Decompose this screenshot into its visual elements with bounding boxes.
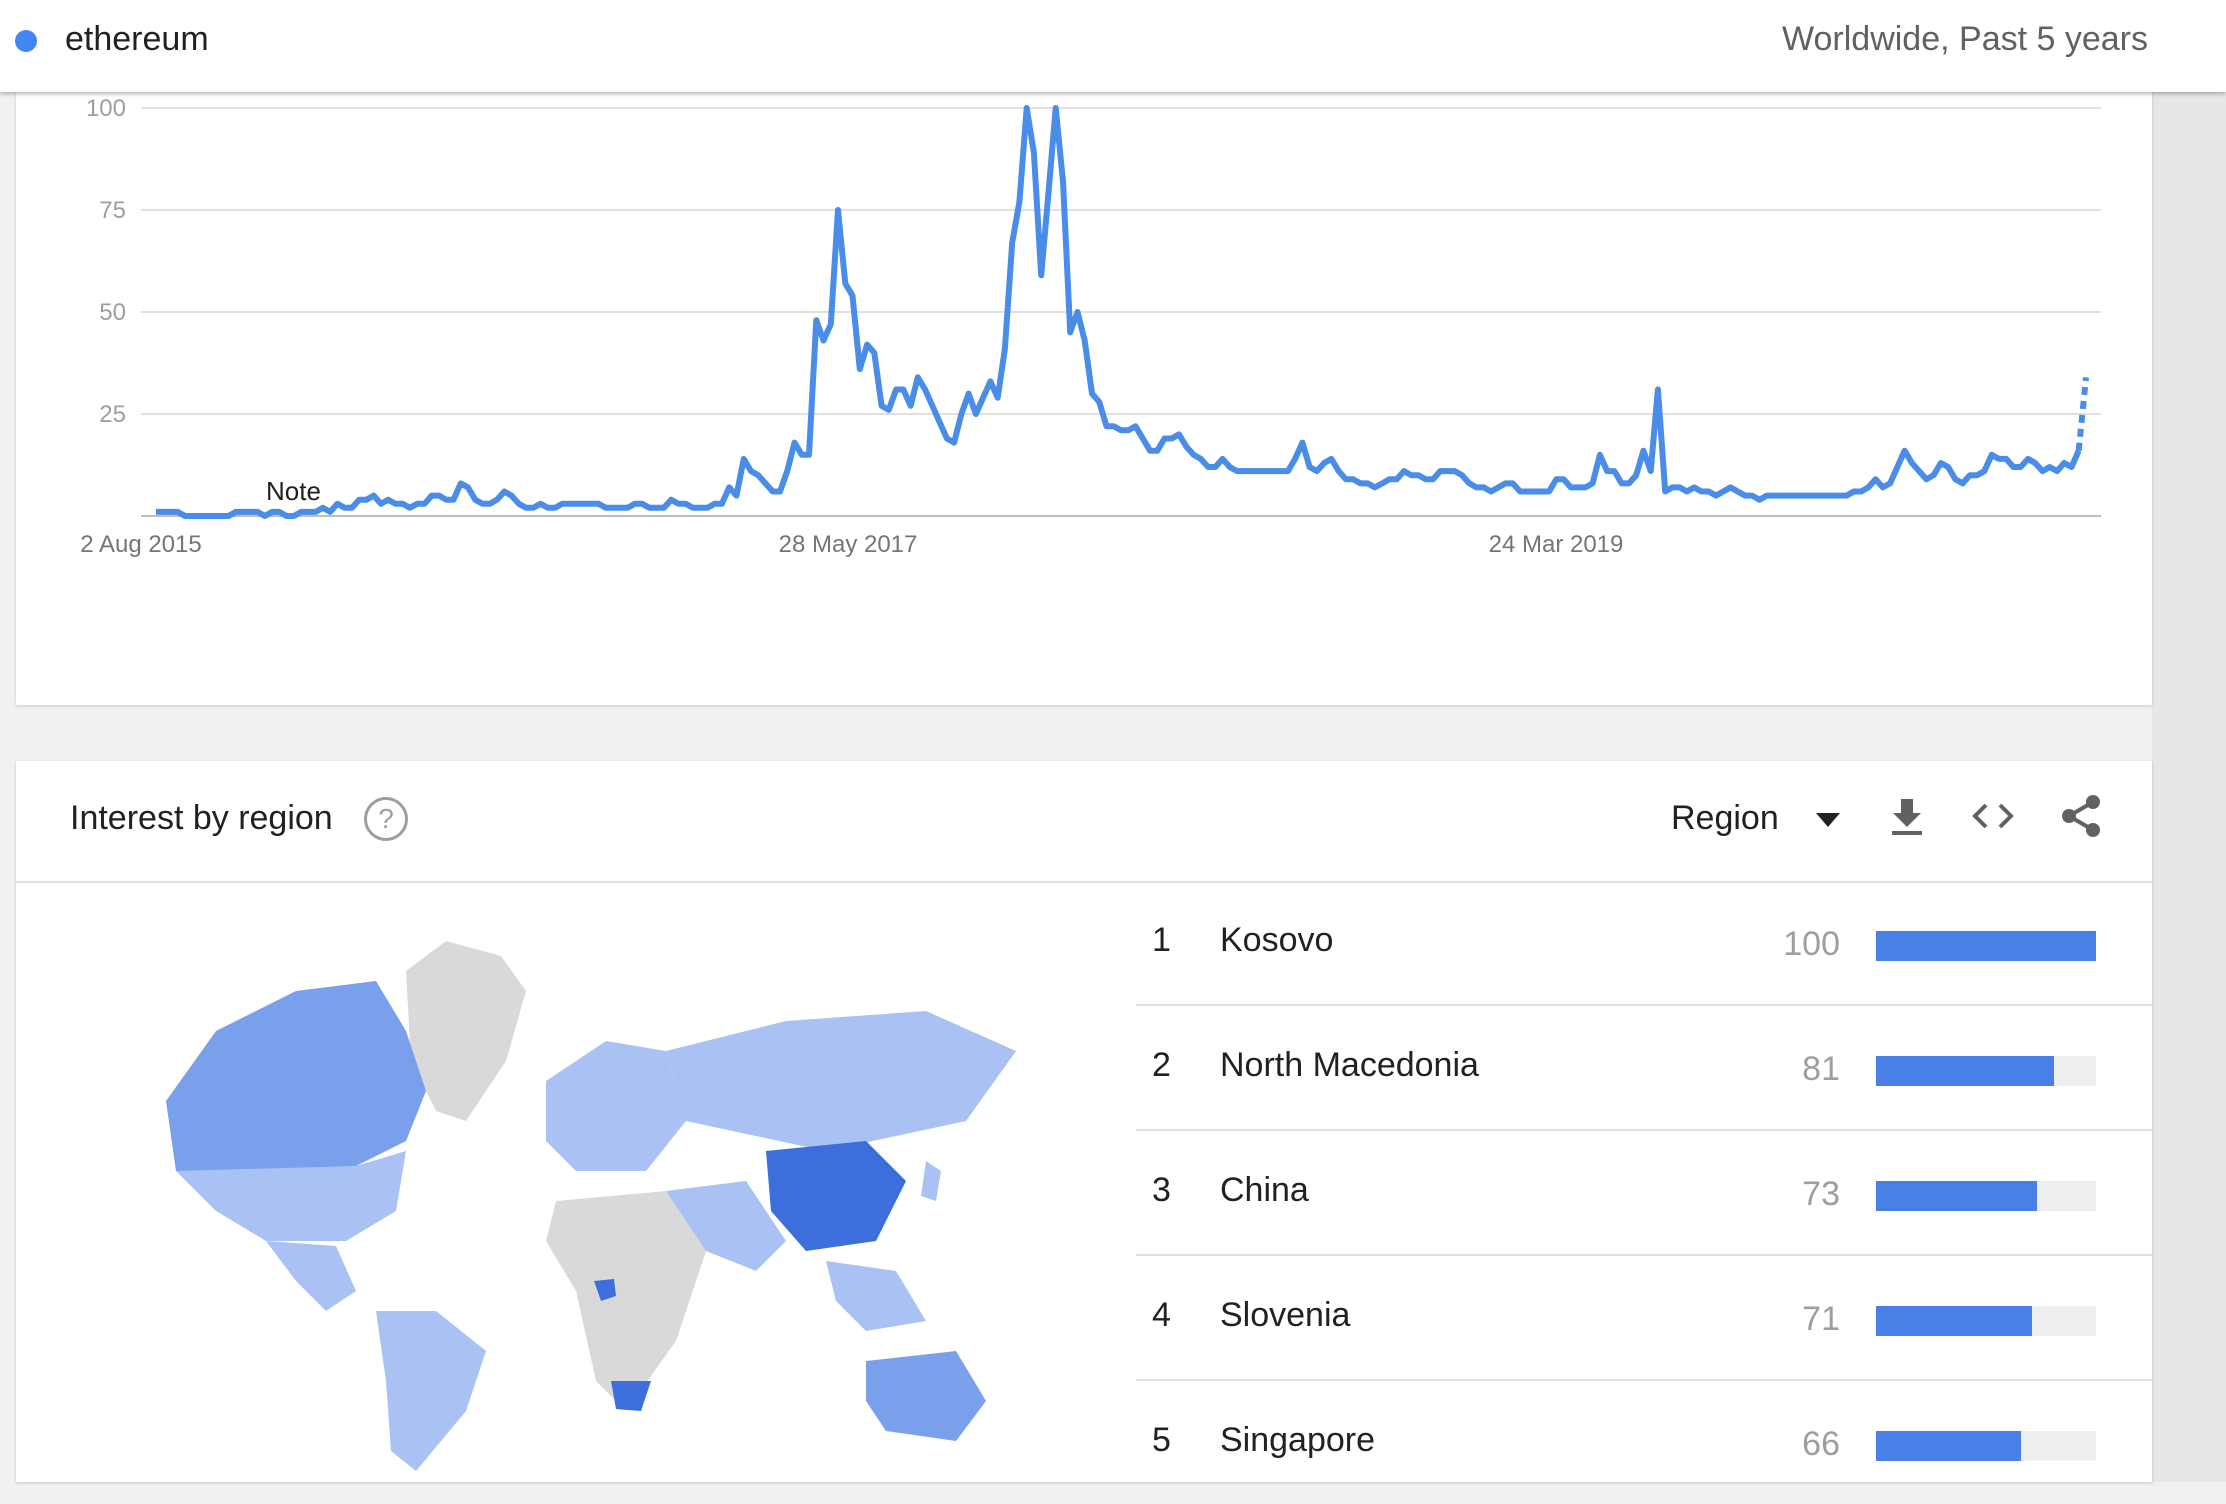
region-rank: 4 (1152, 1296, 1171, 1334)
x-tick-label: 28 May 2017 (779, 531, 918, 558)
map-middle-east (666, 1181, 786, 1271)
map-south-africa (611, 1381, 651, 1411)
y-tick-label: 50 (99, 299, 126, 326)
map-europe (546, 1041, 686, 1171)
region-row[interactable]: 5 Singapore 66 (1136, 1381, 2152, 1504)
region-name[interactable]: China (1220, 1171, 1309, 1209)
x-tick-label: 2 Aug 2015 (80, 531, 201, 558)
search-term[interactable]: ethereum (65, 20, 209, 58)
comparison-header: ethereum Worldwide, Past 5 years (0, 0, 2226, 92)
download-icon[interactable] (1882, 791, 1932, 841)
chart-note-annotation[interactable]: Note (266, 476, 321, 506)
region-bar-track (1876, 1306, 2096, 1336)
region-rank: 3 (1152, 1171, 1171, 1209)
region-bar-track (1876, 1431, 2096, 1461)
series-color-dot (15, 30, 37, 52)
map-central-america (266, 1241, 356, 1311)
map-africa (546, 1191, 706, 1411)
help-icon[interactable]: ? (364, 797, 408, 841)
world-choropleth-map[interactable] (106, 911, 1026, 1482)
region-value: 71 (1802, 1300, 1840, 1338)
region-bar-fill (1876, 1431, 2022, 1461)
region-bar-track (1876, 1181, 2096, 1211)
map-south-america (376, 1311, 486, 1471)
region-name[interactable]: Kosovo (1220, 921, 1334, 959)
region-bar-track (1876, 1056, 2096, 1086)
region-rank: 5 (1152, 1421, 1171, 1459)
trend-line (156, 105, 2082, 519)
region-row[interactable]: 3 China 73 (1136, 1131, 2152, 1256)
interest-over-time-chart: 100 75 50 25 2 Aug 2015 28 May 2017 24 Mar 20… (80, 95, 2101, 558)
region-bar-fill (1876, 931, 2096, 961)
y-tick-label: 75 (99, 197, 126, 224)
region-bar-track (1876, 931, 2096, 961)
map-australia (866, 1351, 986, 1441)
map-china (766, 1141, 906, 1251)
region-row[interactable]: 2 North Macedonia 81 (1136, 1006, 2152, 1131)
share-icon[interactable] (2056, 791, 2106, 841)
trend-line-partial (2075, 377, 2089, 451)
region-rank: 2 (1152, 1046, 1171, 1084)
map-canada (166, 981, 426, 1171)
region-value: 73 (1802, 1175, 1840, 1213)
region-value: 66 (1802, 1425, 1840, 1463)
x-tick-label: 24 Mar 2019 (1489, 531, 1624, 558)
region-value: 100 (1783, 925, 1840, 963)
region-row[interactable]: 1 Kosovo 100 (1136, 881, 2152, 1006)
map-greenland (406, 941, 526, 1121)
region-name[interactable]: Singapore (1220, 1421, 1376, 1459)
region-rank: 1 (1152, 921, 1171, 959)
region-bar-fill (1876, 1306, 2033, 1336)
map-russia (666, 1011, 1016, 1151)
resolution-select[interactable]: Region (1671, 799, 1779, 837)
region-bar-fill (1876, 1181, 2037, 1211)
y-tick-label: 25 (99, 401, 126, 428)
map-southeast-asia (826, 1261, 926, 1331)
interest-by-region-card: Interest by region ? Region (16, 761, 2152, 1482)
y-tick-label: 100 (86, 95, 126, 122)
region-name[interactable]: North Macedonia (1220, 1046, 1479, 1084)
map-usa (176, 1151, 406, 1241)
map-nigeria (594, 1279, 616, 1301)
region-value: 81 (1802, 1050, 1840, 1088)
region-name[interactable]: Slovenia (1220, 1296, 1351, 1334)
region-bar-fill (1876, 1056, 2055, 1086)
chevron-down-icon[interactable] (1816, 813, 1840, 827)
scope-label: Worldwide, Past 5 years (1782, 20, 2148, 58)
map-japan (921, 1161, 941, 1201)
scrollbar-track[interactable] (2152, 92, 2226, 1482)
interest-over-time-card: 100 75 50 25 2 Aug 2015 28 May 2017 24 Mar 20… (16, 0, 2152, 705)
region-card-title: Interest by region (70, 799, 333, 837)
embed-code-icon[interactable] (1968, 791, 2018, 841)
region-card-header: Interest by region ? Region (16, 761, 2152, 883)
region-ranking-list: 1 Kosovo 100 2 North Macedonia 81 3 China 73 4 Slo… (1136, 881, 2152, 1504)
region-row[interactable]: 4 Slovenia 71 (1136, 1256, 2152, 1381)
